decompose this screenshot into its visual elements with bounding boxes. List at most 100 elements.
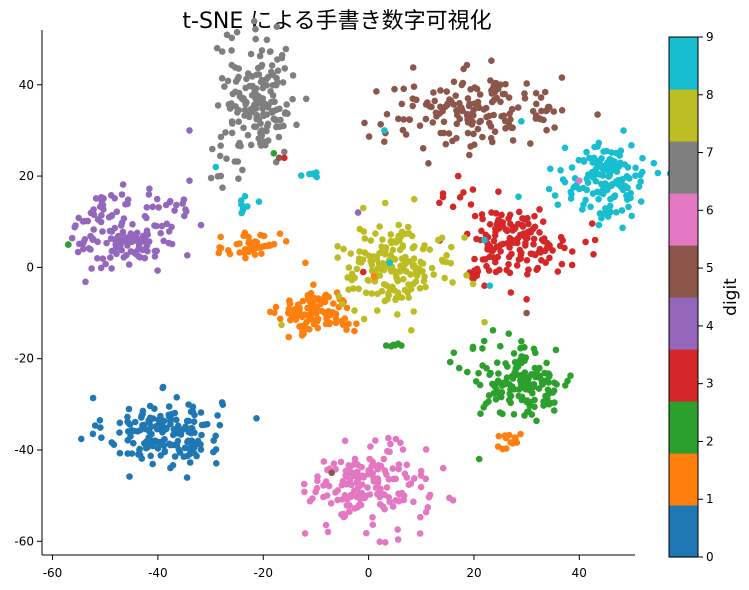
point-digit-7 [217, 133, 225, 141]
point-digit-1 [215, 249, 222, 257]
point-digit-4 [183, 208, 190, 215]
point-digit-4 [120, 253, 128, 261]
point-digit-4 [129, 221, 136, 228]
point-digit-8 [400, 275, 407, 283]
colorbar-segment-1 [669, 453, 698, 506]
point-digit-7 [302, 95, 310, 103]
point-digit-9 [559, 176, 567, 183]
point-digit-4 [120, 215, 128, 222]
point-digit-4 [99, 201, 107, 209]
point-digit-6 [422, 446, 430, 453]
point-digit-0 [170, 426, 178, 433]
point-digit-9 [654, 169, 662, 177]
point-digit-6 [369, 462, 377, 469]
point-digit-8 [372, 230, 379, 237]
point-digit-5 [489, 138, 496, 146]
point-digit-7 [236, 139, 243, 147]
point-digit-3 [505, 253, 513, 261]
point-digit-1 [499, 445, 506, 453]
point-digit-8 [360, 204, 367, 212]
point-digit-2 [545, 370, 552, 378]
point-digit-3 [496, 266, 503, 274]
point-digit-6 [343, 473, 351, 480]
point-digit-7 [263, 36, 271, 44]
point-digit-6 [300, 480, 308, 488]
point-digit-2 [497, 342, 504, 350]
point-digit-8 [398, 255, 406, 262]
point-digit-8 [278, 321, 285, 329]
point-digit-2 [533, 417, 540, 425]
point-digit-0 [212, 432, 219, 440]
point-digit-0 [197, 409, 205, 416]
point-digit-3 [582, 238, 589, 246]
point-digit-2 [485, 398, 492, 405]
point-digit-8 [417, 258, 425, 266]
point-digit-6 [387, 440, 394, 448]
point-digit-5 [514, 104, 522, 111]
point-digit-5 [395, 115, 402, 123]
point-digit-0 [135, 451, 142, 458]
point-digit-9 [613, 168, 621, 175]
point-digit-8 [394, 311, 401, 318]
point-digit-2 [492, 396, 500, 403]
point-digit-5 [400, 85, 408, 93]
point-digit-5 [464, 110, 471, 118]
point-digit-1 [217, 233, 224, 241]
point-digit-3 [524, 234, 531, 242]
point-digit-6 [410, 498, 417, 506]
point-digit-5 [361, 119, 368, 127]
point-digit-4 [106, 227, 114, 235]
point-digit-5 [471, 84, 479, 91]
point-digit-6 [401, 470, 409, 478]
point-digit-9 [625, 203, 632, 211]
point-digit-2 [552, 346, 560, 354]
point-digit-3 [456, 194, 464, 201]
point-digit-1 [506, 431, 513, 439]
y-axis-ticks: -60 -40 -20 0 20 40 [14, 78, 42, 548]
point-digit-8 [382, 244, 390, 251]
point-digit-3 [492, 210, 500, 217]
point-digit-3 [533, 266, 540, 274]
point-digit-5 [538, 107, 545, 115]
point-digit-7 [261, 140, 269, 148]
point-digit-4 [165, 228, 173, 235]
point-digit-4 [88, 265, 95, 272]
point-digit-8 [397, 268, 404, 275]
point-digit-2 [529, 389, 536, 397]
point-digit-3 [536, 229, 543, 236]
point-digit-4 [131, 249, 139, 257]
point-digit-7 [289, 72, 297, 79]
point-digit-9 [551, 192, 559, 199]
point-digit-0 [151, 405, 158, 413]
point-digit-0 [183, 474, 191, 481]
point-digit-6 [366, 491, 374, 498]
point-digit-5 [450, 78, 458, 86]
point-digit-6 [422, 508, 430, 516]
point-digit-6 [417, 483, 425, 491]
point-digit-3 [568, 261, 576, 269]
point-digit-8 [388, 239, 395, 247]
point-digit-7 [223, 31, 231, 39]
point-digit-7 [235, 106, 243, 114]
point-digit-2 [501, 380, 509, 388]
point-digit-3 [505, 215, 512, 222]
point-digit-4 [124, 234, 132, 241]
point-digit-4 [151, 247, 159, 255]
point-digit-5 [457, 103, 465, 111]
point-digit-5 [533, 100, 540, 108]
point-digit-0 [165, 403, 173, 410]
point-digit-9 [561, 144, 569, 152]
point-digit-7 [221, 83, 228, 90]
point-digit-5 [391, 85, 398, 93]
point-digit-6 [376, 501, 384, 508]
point-digit-0 [216, 421, 224, 429]
point-digit-7 [213, 44, 221, 52]
point-digit-1 [299, 328, 306, 335]
point-digit-5 [474, 125, 482, 133]
point-digit-9 [600, 148, 607, 155]
colorbar-label: digit [721, 278, 741, 316]
point-digit-2 [532, 373, 539, 381]
point-digit-8 [428, 264, 436, 272]
point-digit-6 [341, 437, 349, 445]
point-digit-1 [341, 315, 349, 322]
